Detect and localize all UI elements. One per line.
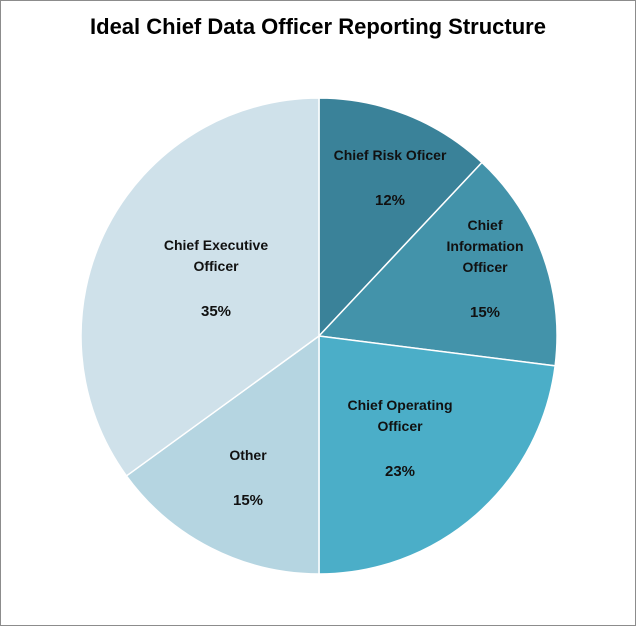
slice-label-1-line-0: Chief	[468, 217, 503, 233]
slice-label-1-line-2: Officer	[462, 259, 508, 275]
slice-label-2-line-1: Officer	[377, 418, 423, 434]
slice-label-2-line-0: Chief Operating	[347, 397, 452, 413]
slice-label-3-line-0: Other	[229, 447, 267, 463]
slice-percent-1: 15%	[470, 304, 500, 321]
slice-label-4-line-0: Chief Executive	[164, 237, 268, 253]
chart-title: Ideal Chief Data Officer Reporting Struc…	[90, 14, 546, 39]
slice-label-0-line-0: Chief Risk Oficer	[334, 147, 447, 163]
slice-percent-2: 23%	[385, 463, 415, 480]
slice-label-1-line-1: Information	[447, 238, 524, 254]
pie-slice-2	[318, 335, 556, 575]
pie-slice-4	[80, 97, 320, 477]
pie-slice-0	[318, 97, 483, 338]
slice-percent-3: 15%	[233, 492, 263, 509]
slice-label-4-line-1: Officer	[193, 258, 239, 274]
pie-slice-1	[317, 161, 558, 367]
slice-percent-0: 12%	[375, 192, 405, 209]
slice-percent-4: 35%	[201, 303, 231, 320]
pie-slice-3	[125, 334, 320, 575]
